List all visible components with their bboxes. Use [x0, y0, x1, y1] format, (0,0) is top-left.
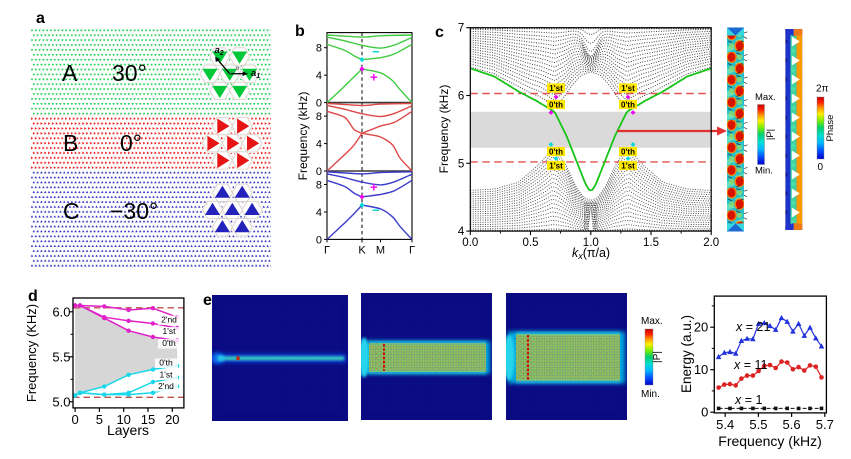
- svg-text:e: e: [203, 292, 212, 309]
- svg-text:+: +: [370, 179, 378, 194]
- svg-text:1'st: 1'st: [621, 84, 635, 93]
- svg-text:2'nd: 2'nd: [161, 315, 177, 325]
- svg-text:1.0: 1.0: [583, 237, 599, 249]
- svg-text:b: b: [295, 23, 305, 40]
- svg-text:6.0: 6.0: [52, 304, 70, 319]
- svg-text:1'st: 1'st: [549, 84, 563, 93]
- svg-text:5.4: 5.4: [716, 417, 734, 432]
- svg-text:0: 0: [316, 166, 322, 178]
- svg-text:15: 15: [141, 412, 155, 427]
- svg-text:Max.: Max.: [755, 92, 776, 103]
- svg-text:1.5: 1.5: [643, 237, 659, 249]
- svg-text:1'st: 1'st: [621, 162, 635, 171]
- svg-text:d: d: [28, 288, 38, 305]
- svg-text:|P|: |P|: [652, 351, 663, 363]
- svg-text:+: +: [370, 69, 378, 84]
- svg-text:10: 10: [116, 412, 130, 427]
- svg-text:M: M: [376, 244, 385, 256]
- svg-text:B: B: [63, 130, 78, 156]
- svg-text:8: 8: [316, 111, 322, 123]
- svg-text:Frequency (kHz): Frequency (kHz): [437, 85, 451, 174]
- svg-text:K: K: [358, 244, 366, 256]
- svg-text:6: 6: [458, 91, 464, 103]
- svg-text:Γ: Γ: [324, 244, 330, 256]
- svg-text:30°: 30°: [112, 60, 147, 86]
- svg-text:5.6: 5.6: [783, 417, 801, 432]
- svg-text:0°: 0°: [120, 130, 142, 156]
- svg-text:4: 4: [316, 139, 322, 151]
- svg-text:5: 5: [96, 412, 103, 427]
- svg-text:Energy (a.u.): Energy (a.u.): [679, 315, 694, 393]
- svg-text:0: 0: [701, 405, 708, 420]
- svg-text:Min.: Min.: [641, 389, 660, 400]
- svg-text:5.0: 5.0: [52, 394, 70, 409]
- svg-text:0'th: 0'th: [549, 148, 563, 157]
- svg-text:|P|: |P|: [765, 129, 776, 140]
- svg-text:8: 8: [316, 43, 322, 55]
- svg-text:0: 0: [316, 98, 322, 110]
- svg-text:0: 0: [316, 234, 322, 246]
- svg-text:Frequency (kHz): Frequency (kHz): [718, 433, 821, 449]
- svg-text:0.0: 0.0: [462, 237, 478, 249]
- svg-text:a1: a1: [251, 68, 260, 80]
- svg-text:0'th: 0'th: [549, 101, 563, 110]
- svg-text:0'th: 0'th: [621, 148, 635, 157]
- svg-text:Min.: Min.: [755, 166, 773, 177]
- svg-text:10: 10: [694, 362, 708, 377]
- svg-text:0'th: 0'th: [621, 101, 635, 110]
- svg-text:1'st: 1'st: [163, 326, 177, 336]
- svg-text:5.7: 5.7: [816, 417, 834, 432]
- svg-text:−: −: [372, 44, 380, 59]
- svg-text:−: −: [372, 203, 380, 218]
- svg-text:1'st: 1'st: [160, 370, 174, 380]
- svg-text:5.5: 5.5: [749, 417, 767, 432]
- svg-text:c: c: [435, 24, 444, 41]
- svg-text:20: 20: [165, 412, 179, 427]
- svg-text:Frequency (KHz): Frequency (KHz): [24, 304, 39, 402]
- svg-text:2π: 2π: [816, 84, 829, 95]
- svg-text:7: 7: [458, 23, 464, 35]
- svg-text:Frequency (kHz): Frequency (kHz): [296, 92, 310, 181]
- svg-text:Phase: Phase: [825, 115, 836, 142]
- svg-text:5: 5: [458, 158, 464, 170]
- svg-text:a: a: [36, 10, 45, 27]
- svg-text:2'nd: 2'nd: [158, 381, 174, 391]
- svg-text:θ: θ: [236, 66, 239, 72]
- svg-text:1'st: 1'st: [549, 162, 563, 171]
- svg-text:0: 0: [818, 162, 824, 173]
- svg-text:Max.: Max.: [641, 316, 663, 327]
- svg-text:x = 11: x = 11: [733, 358, 768, 372]
- svg-text:8: 8: [316, 180, 322, 192]
- svg-text:x = 21: x = 21: [735, 320, 770, 334]
- svg-text:−30°: −30°: [110, 198, 158, 224]
- svg-text:0'th: 0'th: [162, 338, 176, 348]
- svg-text:0: 0: [71, 412, 78, 427]
- svg-text:kx(π/a): kx(π/a): [572, 246, 610, 261]
- svg-text:0'th: 0'th: [159, 358, 173, 368]
- svg-text:A: A: [62, 60, 78, 86]
- svg-text:4: 4: [458, 226, 465, 238]
- svg-text:4: 4: [316, 70, 322, 82]
- svg-text:Layers: Layers: [107, 422, 149, 438]
- svg-text:2.0: 2.0: [703, 237, 719, 249]
- svg-text:C: C: [63, 198, 80, 224]
- svg-text:20: 20: [694, 320, 708, 335]
- svg-text:a2: a2: [215, 45, 224, 57]
- svg-text:5.5: 5.5: [52, 349, 70, 364]
- svg-text:0.5: 0.5: [523, 237, 539, 249]
- svg-text:x = 1: x = 1: [734, 393, 762, 407]
- svg-text:Γ: Γ: [409, 244, 415, 256]
- svg-text:4: 4: [316, 207, 322, 219]
